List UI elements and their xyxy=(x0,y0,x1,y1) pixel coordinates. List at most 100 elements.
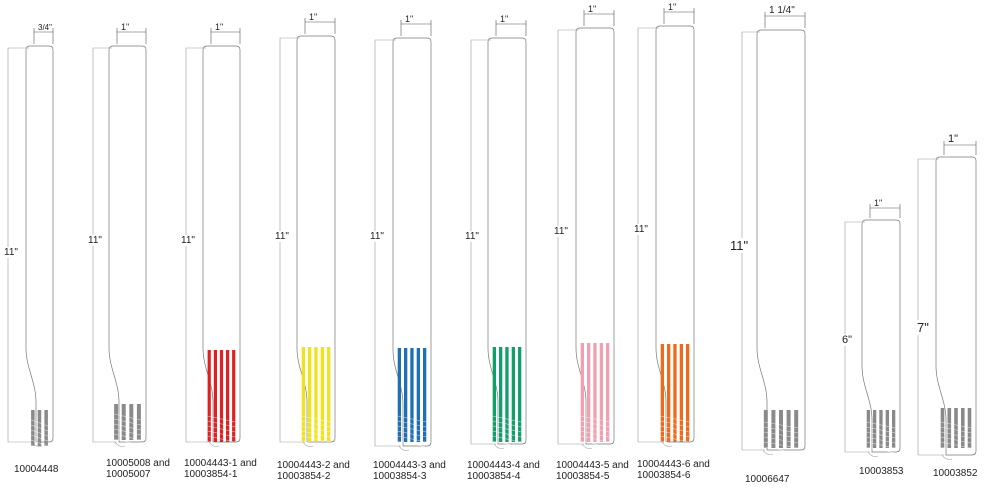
band-hatch-5-4 xyxy=(397,430,427,438)
band-stripe-3-4 xyxy=(226,350,230,442)
band-hatch-11-5 xyxy=(940,441,972,449)
band-hatch-8-6 xyxy=(660,440,690,448)
band-back-outline-6 xyxy=(470,39,496,445)
band-back-outline-5 xyxy=(374,39,401,447)
band-hatch-2-3 xyxy=(114,423,141,431)
band-stripe-7-4 xyxy=(599,343,603,442)
part-number-9: 10006647 xyxy=(745,474,790,485)
band-back-outline-7 xyxy=(557,29,584,445)
band-strap-3 xyxy=(202,45,241,443)
band-hatch-4-3 xyxy=(301,425,331,433)
band-hatch-6-2 xyxy=(492,420,522,428)
band-hatch-4-2 xyxy=(301,420,331,428)
band-stripe-11-3 xyxy=(954,408,958,448)
width-label-5: 1" xyxy=(405,14,414,24)
band-hatch-9-1 xyxy=(763,421,799,429)
length-label-5: 11" xyxy=(370,231,384,242)
band-hatch-1-6 xyxy=(30,444,49,452)
band-hatch-5-6 xyxy=(397,440,427,448)
band-hatch-6-5 xyxy=(492,435,522,443)
band-hatch-10-1 xyxy=(866,421,896,429)
band-hatch-8-1 xyxy=(660,415,690,423)
part-number-4: 10004443-2 and 10003854-2 xyxy=(277,460,350,482)
band-hatch-2-4 xyxy=(114,428,141,436)
band-hatch-10-6 xyxy=(866,446,896,454)
band-hatch-4-4 xyxy=(301,430,331,438)
band-hatch-5-2 xyxy=(397,420,427,428)
band-hatch-4-6 xyxy=(301,440,331,448)
part-number-2: 10005008 and 10005007 xyxy=(106,458,170,480)
part-number-8: 10004443-6 and 10003854-6 xyxy=(637,459,710,481)
band-hatch-10-5 xyxy=(866,441,896,449)
band-stripe-3-1 xyxy=(207,350,211,442)
band-hatch-1-1 xyxy=(30,419,49,427)
band-hatch-7-6 xyxy=(580,440,610,448)
band-back-outline-1 xyxy=(7,47,34,443)
part-number-5: 10004443-3 and 10003854-3 xyxy=(373,460,446,482)
width-label-3: 1" xyxy=(215,22,224,32)
band-stripe-7-2 xyxy=(587,343,591,442)
band-hatch-3-3 xyxy=(207,425,236,433)
width-label-7: 1" xyxy=(588,4,597,14)
length-label-9: 11" xyxy=(730,237,749,253)
band-hatch-10-3 xyxy=(866,431,896,439)
band-stripe-6-1 xyxy=(492,347,496,442)
band-strap-10 xyxy=(861,219,901,453)
band-strap-6 xyxy=(487,37,527,445)
band-stripe-10-2 xyxy=(873,410,877,448)
band-stripe-9-3 xyxy=(779,410,783,448)
band-back-outline-8 xyxy=(637,27,664,443)
width-label-9: 1 1/4" xyxy=(769,5,795,16)
band-hatch-11-1 xyxy=(940,421,972,429)
band-strap-2 xyxy=(108,45,147,443)
band-stripe-3-2 xyxy=(213,350,217,442)
band-stripe-1-3 xyxy=(44,410,48,446)
band-stripe-10-5 xyxy=(892,410,896,448)
band-hatch-8-3 xyxy=(660,425,690,433)
band-tail-9 xyxy=(762,449,774,455)
band-hatch-9-5 xyxy=(763,441,799,449)
band-stripe-7-3 xyxy=(593,343,597,442)
band-tail-4 xyxy=(302,441,314,447)
band-stripe-11-2 xyxy=(947,408,952,448)
band-hatch-1-3 xyxy=(30,429,49,437)
band-hatch-7-1 xyxy=(580,415,610,423)
band-stripe-6-5 xyxy=(518,347,522,442)
band-hatch-5-1 xyxy=(397,415,427,423)
band-stripe-3-5 xyxy=(232,350,236,442)
part-number-10: 10003853 xyxy=(859,466,904,477)
band-tail-2 xyxy=(114,441,126,447)
band-hatch-7-3 xyxy=(580,425,610,433)
band-hatch-9-4 xyxy=(763,436,799,444)
width-label-1: 3/4" xyxy=(38,23,52,32)
band-hatch-9-2 xyxy=(763,426,799,434)
band-stripe-1-1 xyxy=(31,410,35,446)
band-hatch-3-5 xyxy=(207,435,236,443)
band-strap-5 xyxy=(392,37,432,447)
band-stripe-11-4 xyxy=(961,408,965,448)
band-stripe-4-2 xyxy=(308,347,312,442)
length-label-11: 7" xyxy=(917,319,929,335)
band-stripe-11-5 xyxy=(967,408,972,448)
band-stripe-8-2 xyxy=(667,344,671,442)
band-strap-9 xyxy=(756,29,806,451)
band-stripe-7-5 xyxy=(606,343,610,442)
length-label-2: 11" xyxy=(88,235,102,246)
band-hatch-2-1 xyxy=(114,413,141,421)
band-stripe-9-4 xyxy=(786,410,791,448)
band-hatch-7-5 xyxy=(580,435,610,443)
band-hatch-5-3 xyxy=(397,425,427,433)
band-tail-11 xyxy=(941,454,953,460)
band-stripe-8-5 xyxy=(686,344,690,442)
band-stripe-4-4 xyxy=(320,347,324,442)
length-label-7: 11" xyxy=(554,226,568,237)
band-hatch-8-5 xyxy=(660,435,690,443)
band-hatch-2-5 xyxy=(114,433,141,441)
band-hatch-6-6 xyxy=(492,440,522,448)
band-strap-11 xyxy=(935,156,977,456)
length-label-8: 11" xyxy=(634,224,648,235)
band-stripe-5-1 xyxy=(397,348,401,442)
length-label-3: 11" xyxy=(181,235,195,246)
